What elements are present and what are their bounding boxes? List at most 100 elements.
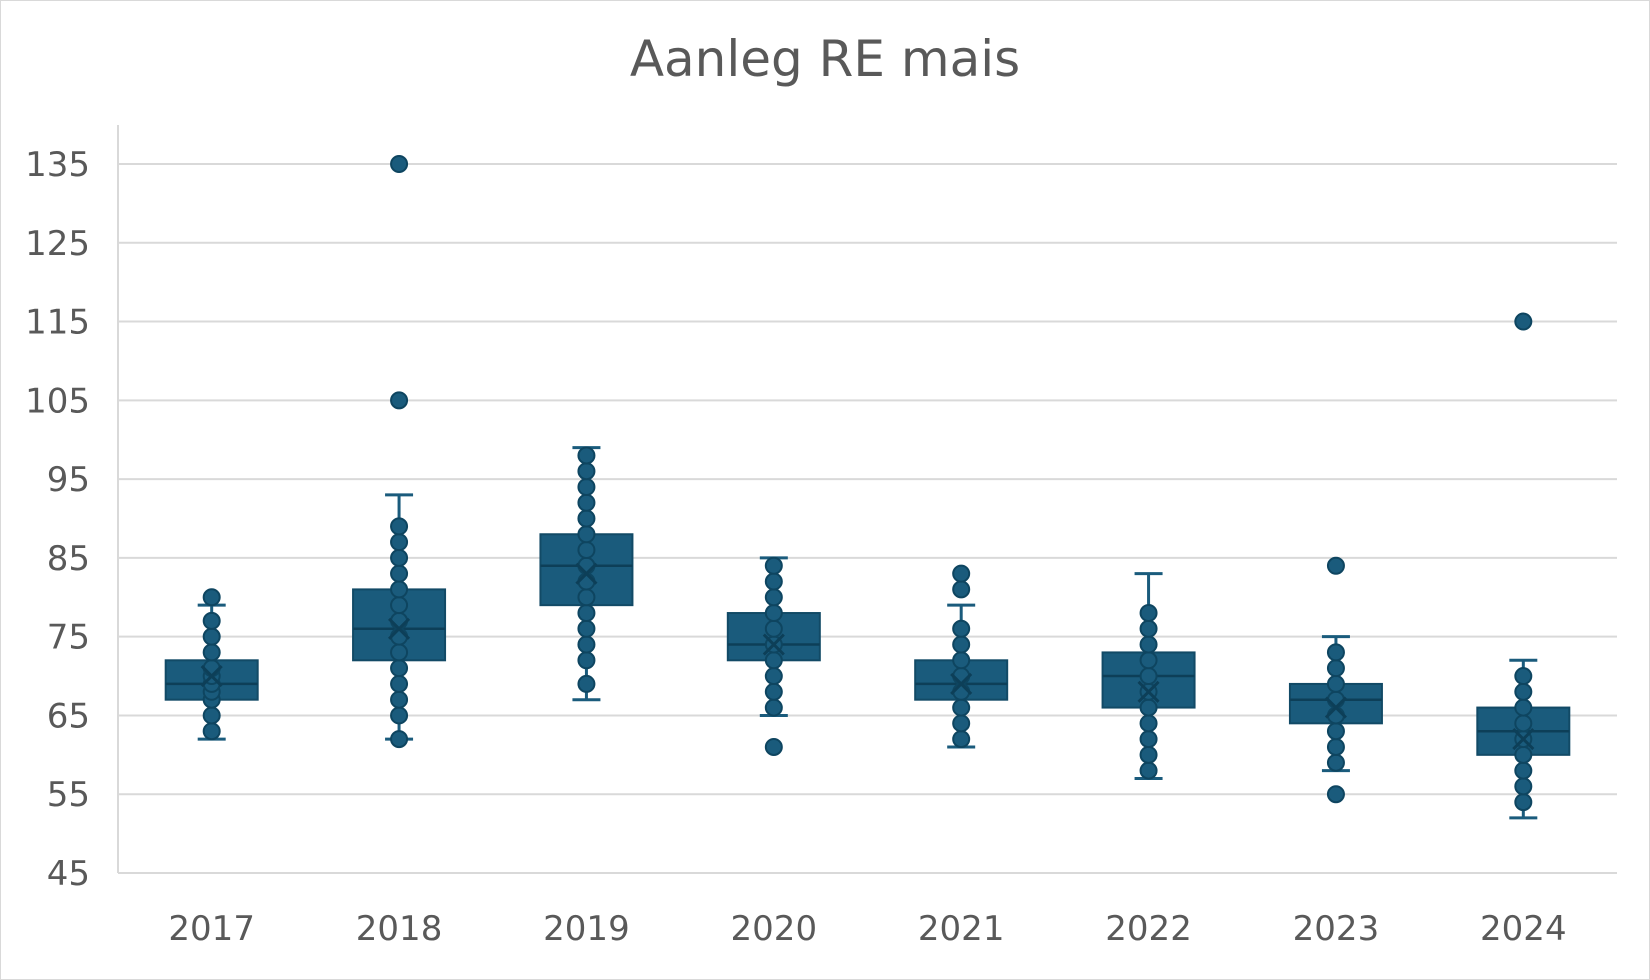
data-point (764, 682, 783, 701)
data-point (1514, 745, 1533, 764)
y-tick-label: 135 (25, 145, 90, 185)
data-point (577, 541, 596, 560)
chart-title: Aanleg RE mais (629, 30, 1021, 88)
data-point (202, 643, 221, 662)
y-tick-label: 75 (47, 618, 90, 658)
data-point (1139, 619, 1158, 638)
mean-marker (575, 562, 598, 585)
data-point (577, 635, 596, 654)
data-point (390, 659, 409, 678)
data-point (952, 635, 971, 654)
data-point (1326, 643, 1345, 662)
data-point (1139, 745, 1158, 764)
mean-marker (388, 617, 411, 640)
x-tick-label: 2023 (1293, 909, 1380, 949)
data-point (390, 611, 409, 630)
y-tick-label: 55 (47, 775, 90, 815)
data-point (952, 730, 971, 749)
data-point (1514, 667, 1533, 686)
data-point (952, 714, 971, 733)
data-point (1326, 690, 1345, 709)
y-tick-label: 65 (47, 696, 90, 736)
data-point (764, 737, 783, 756)
data-point (764, 619, 783, 638)
data-point (1139, 651, 1158, 670)
data-point (764, 651, 783, 670)
data-point (390, 580, 409, 599)
data-point (577, 674, 596, 693)
data-point (577, 588, 596, 607)
data-point (390, 155, 409, 173)
y-tick-label: 95 (47, 460, 90, 500)
mean-marker (1512, 728, 1535, 751)
data-point (577, 619, 596, 638)
x-tick-label: 2019 (543, 909, 630, 949)
data-point (390, 533, 409, 552)
data-point (764, 588, 783, 607)
data-point (1514, 312, 1533, 331)
data-point (390, 730, 409, 749)
data-point (577, 446, 596, 465)
data-point (1514, 777, 1533, 796)
data-point (577, 509, 596, 528)
data-point (1514, 698, 1533, 717)
data-point (952, 682, 971, 701)
data-point (390, 627, 409, 646)
data-point (390, 548, 409, 567)
data-point (577, 477, 596, 496)
data-point (202, 611, 221, 630)
mean-marker (1324, 696, 1348, 719)
data-point (764, 572, 783, 591)
data-point (952, 698, 971, 717)
data-point (1514, 761, 1533, 780)
data-point (952, 651, 971, 670)
x-tick-label: 2017 (168, 909, 255, 949)
data-point (952, 619, 971, 638)
x-tick-label: 2018 (356, 909, 443, 949)
data-point (202, 588, 221, 607)
data-point (390, 690, 409, 709)
data-point (202, 627, 221, 646)
data-point (1326, 556, 1345, 575)
data-point (202, 706, 221, 725)
data-point (952, 667, 971, 686)
mean-marker (762, 633, 785, 656)
data-point (1139, 714, 1158, 733)
data-point (577, 572, 596, 591)
x-tick-label: 2021 (918, 909, 1005, 949)
data-point (1326, 785, 1345, 804)
data-point (764, 604, 783, 623)
data-point (1139, 730, 1158, 749)
x-tick-label: 2020 (731, 909, 818, 949)
data-point (202, 659, 221, 678)
mean-marker (200, 664, 223, 688)
data-point (1326, 737, 1345, 756)
data-point (390, 596, 409, 615)
data-point (1139, 604, 1158, 623)
data-point (390, 564, 409, 583)
data-point (764, 667, 783, 686)
data-point (1514, 793, 1533, 812)
data-point (577, 462, 596, 481)
data-point (577, 651, 596, 670)
data-point (390, 674, 409, 693)
data-point (1326, 753, 1345, 772)
mean-marker (1137, 680, 1160, 703)
data-point (1326, 674, 1345, 693)
data-point (390, 706, 409, 725)
data-point (1326, 706, 1345, 725)
data-point (390, 391, 409, 410)
data-point (577, 493, 596, 512)
data-point (390, 517, 409, 536)
y-tick-label: 115 (25, 303, 90, 343)
y-tick-label: 45 (47, 854, 90, 894)
data-point (1514, 714, 1533, 733)
data-point (1139, 635, 1158, 654)
data-point (1326, 659, 1345, 678)
data-point (764, 556, 783, 575)
data-point (577, 604, 596, 623)
y-tick-label: 105 (25, 381, 90, 421)
data-point (1326, 722, 1345, 741)
data-point (390, 643, 409, 662)
